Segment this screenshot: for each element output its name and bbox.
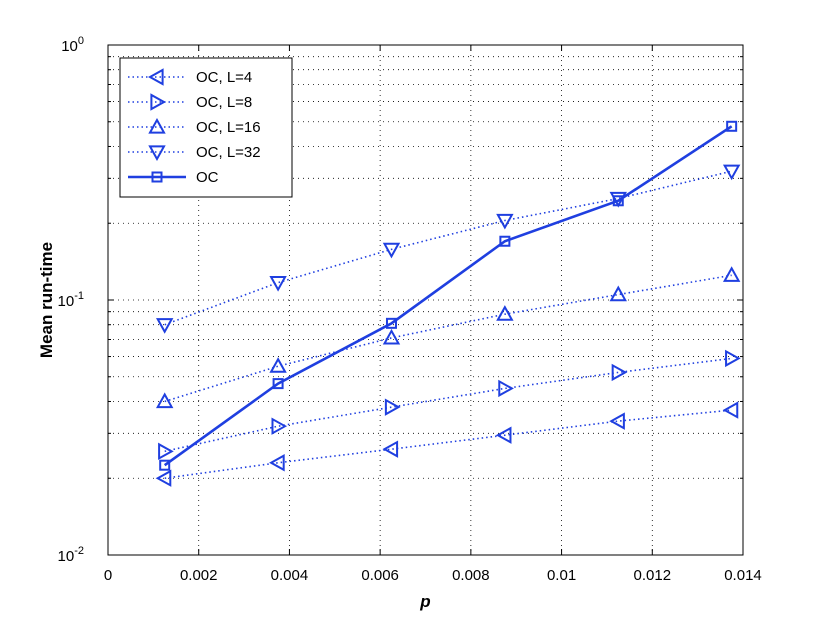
x-tick-label: 0.01	[547, 567, 576, 584]
legend-marker	[150, 93, 167, 111]
data-point	[498, 379, 514, 398]
series-line	[164, 170, 732, 326]
legend-marker	[151, 171, 163, 183]
data-point	[722, 266, 741, 282]
legend-label: OC, L=8	[196, 94, 252, 111]
legend-entry: OC, L=4	[128, 68, 252, 86]
data-point	[499, 235, 511, 247]
data-point	[155, 392, 174, 409]
data-point	[159, 459, 171, 471]
legend-marker	[147, 68, 164, 86]
y-tick-label: 10-1	[58, 290, 84, 310]
x-tick-label: 0.014	[724, 567, 762, 584]
data-point	[271, 417, 288, 435]
data-point	[725, 349, 741, 368]
data-point	[609, 412, 625, 430]
data-point	[272, 378, 284, 390]
data-point	[722, 164, 741, 181]
y-axis-label: Mean run-time	[37, 242, 56, 358]
x-tick-label: 0.012	[634, 567, 672, 584]
data-point	[384, 398, 401, 416]
data-point	[269, 276, 287, 292]
legend-marker	[148, 145, 166, 162]
x-tick-labels: 0 0.002 0.004 0.006 0.008 0.01 0.012 0.014	[104, 567, 762, 584]
data-point	[382, 328, 401, 345]
x-tick-label: 0.008	[452, 567, 490, 584]
data-point	[722, 401, 739, 419]
data-point	[726, 120, 738, 132]
tick-marks	[107, 45, 744, 556]
series-layer	[155, 120, 741, 487]
data-point	[611, 363, 628, 382]
legend-box	[119, 57, 293, 198]
data-point	[496, 213, 514, 230]
legend-entry: OC, L=16	[128, 117, 261, 136]
legend-entry: OC	[128, 169, 219, 186]
series-line	[164, 409, 732, 480]
data-point	[609, 285, 627, 302]
data-point	[495, 426, 512, 444]
data-point	[269, 454, 285, 472]
data-point	[269, 357, 287, 373]
series-line	[164, 357, 732, 453]
data-point	[382, 242, 401, 259]
legend-label: OC, L=16	[196, 119, 261, 136]
series-0	[155, 401, 739, 487]
y-tick-label: 100	[61, 35, 84, 55]
legend-label: OC, L=32	[196, 144, 261, 161]
series-4	[159, 120, 738, 471]
data-point	[155, 469, 172, 487]
y-tick-labels: 10-2 10-1 100	[58, 35, 84, 565]
series-1	[158, 349, 741, 461]
y-tick-label: 10-2	[58, 545, 84, 565]
data-point	[612, 195, 624, 207]
x-tick-label: 0.006	[361, 567, 399, 584]
series-3	[155, 164, 741, 334]
data-point	[385, 317, 397, 329]
legend-marker	[148, 117, 166, 134]
x-tick-label: 0.004	[271, 567, 309, 584]
x-tick-label: 0	[104, 567, 112, 584]
x-axis-label: p	[419, 592, 430, 611]
x-tick-label: 0.002	[180, 567, 218, 584]
data-point	[155, 318, 174, 334]
data-point	[158, 442, 174, 461]
legend-entry: OC, L=32	[128, 144, 261, 162]
data-point	[382, 440, 399, 458]
legend-entry: OC, L=8	[128, 93, 252, 111]
series-line	[164, 274, 732, 403]
legend-label: OC, L=4	[196, 69, 252, 86]
series-line	[163, 125, 733, 467]
data-point	[496, 305, 514, 321]
legend: OC, L=4 OC, L=8 OC, L=16 OC, L=32 OC	[119, 57, 293, 198]
series-2	[155, 266, 741, 409]
legend-label: OC	[196, 169, 219, 186]
